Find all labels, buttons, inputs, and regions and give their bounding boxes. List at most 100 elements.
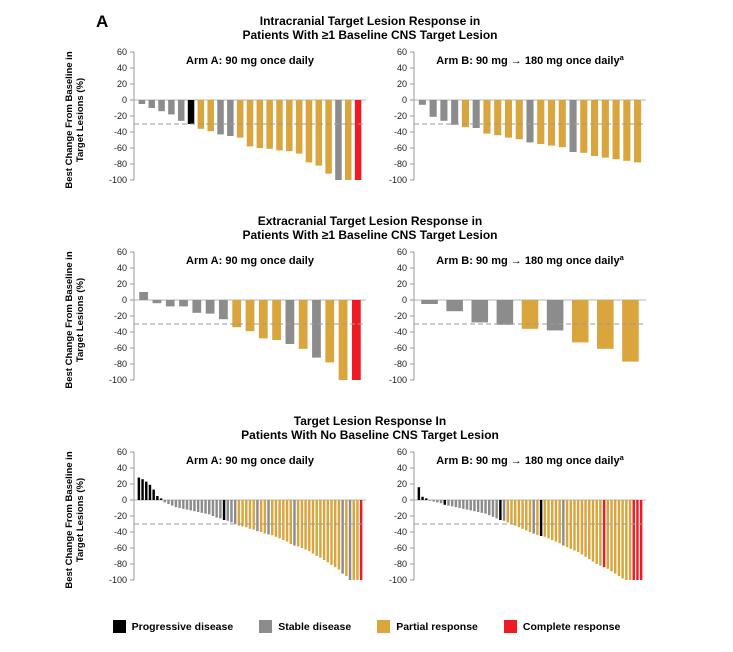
legend: Progressive disease Stable disease Parti… [0,620,733,633]
bar [208,500,211,515]
bar [622,300,639,362]
bar [319,500,322,558]
bar [207,100,214,132]
bar [617,500,621,576]
y-tick-label: 20 [117,79,127,89]
bar [539,500,543,536]
bar [599,500,602,566]
y-tick-label: 40 [117,463,127,473]
row-title-line2: Patients With ≥1 Baseline CNS Target Les… [242,228,498,242]
y-axis-label: Best Change From Baseline in Target Lesi… [60,444,90,596]
y-tick-label: -60 [114,343,127,353]
y-axis-label-line1: Best Change From Baseline in [64,251,75,389]
bar [272,300,281,340]
bar [496,300,514,325]
figure-panel-letter: A [96,12,109,31]
legend-item-partial-response: Partial response [377,620,478,633]
bar [185,500,189,510]
y-tick-label: 0 [122,495,127,505]
bar [325,300,335,363]
bar [170,500,174,506]
bar [219,500,222,519]
y-tick-label: 40 [117,63,127,73]
y-tick-label: -40 [394,127,407,137]
bar [571,300,589,343]
bar [573,500,576,551]
bar [219,300,228,320]
bar [440,100,448,121]
bar [547,100,556,146]
bar [326,500,330,563]
bar [167,500,170,504]
bar [491,500,495,517]
bar [322,500,326,560]
bar [138,100,146,104]
bar [569,100,577,152]
bar [263,500,267,534]
bar [200,500,204,513]
bar [554,500,558,542]
bar [276,100,283,151]
bar [211,500,215,516]
bar [606,500,610,569]
y-tick-label: -80 [394,359,407,369]
bar [237,500,241,526]
chart-no-cns-arm-b: 60 40 20 0 -20 -40 -60 -80 -100 Arm B: 90 mg → 18… [389,447,646,585]
y-tick-label: -80 [114,159,127,169]
bar [499,500,502,520]
bar [152,489,155,500]
bar [311,500,315,554]
bar [241,500,244,527]
bar [274,500,278,537]
bar [352,500,355,580]
y-tick-label: 0 [122,295,127,305]
bar [446,300,463,312]
y-tick-label: -80 [114,359,127,369]
bar [429,100,437,117]
y-tick-label: -40 [114,127,127,137]
arm-label: Arm A: 90 mg once daily [186,455,315,467]
bar [515,100,523,140]
bar [335,100,342,180]
bar [526,100,534,143]
y-tick-label: 60 [117,447,127,457]
row-intracranial: Intracranial Target Lesion Response in P… [0,14,733,214]
bar [296,500,300,547]
bar [450,500,454,507]
bar [246,100,254,147]
legend-label-stable-disease: Stable disease [278,620,352,633]
bar [300,500,304,548]
y-tick-label: -80 [394,159,407,169]
bar [177,100,185,121]
y-tick-label: 20 [397,279,407,289]
bar [286,100,293,152]
row-no-baseline-cns: Target Lesion Response In Patients With … [0,414,733,614]
chart-no-cns-arm-a: 60 40 20 0 -20 -40 -60 -80 -100 Arm A: 90 mg once… [109,447,366,585]
y-axis-label-line1: Best Change From Baseline in [64,51,75,189]
bar [312,300,321,358]
y-axis-label-line2: Target Lesions (%) [75,77,86,163]
bar [163,500,167,503]
bar [148,484,152,500]
bar [601,100,609,158]
bar [256,100,264,148]
y-tick-label: -60 [394,143,407,153]
bar [337,500,341,570]
y-tick-label: -100 [389,375,407,385]
y-tick-label: 60 [397,47,407,57]
bar [325,100,332,174]
bar [189,500,192,511]
bar [215,500,218,518]
bar [536,500,539,536]
bar [304,500,307,550]
bar [204,500,207,514]
bar [233,500,237,524]
y-tick-label: 0 [122,95,127,105]
bar [354,100,362,180]
bar [165,300,175,307]
y-tick-label: -20 [394,111,407,121]
bar [591,100,599,156]
bar [315,100,323,166]
bar [217,100,224,135]
y-axis-label-line1: Best Change From Baseline in [64,451,75,589]
